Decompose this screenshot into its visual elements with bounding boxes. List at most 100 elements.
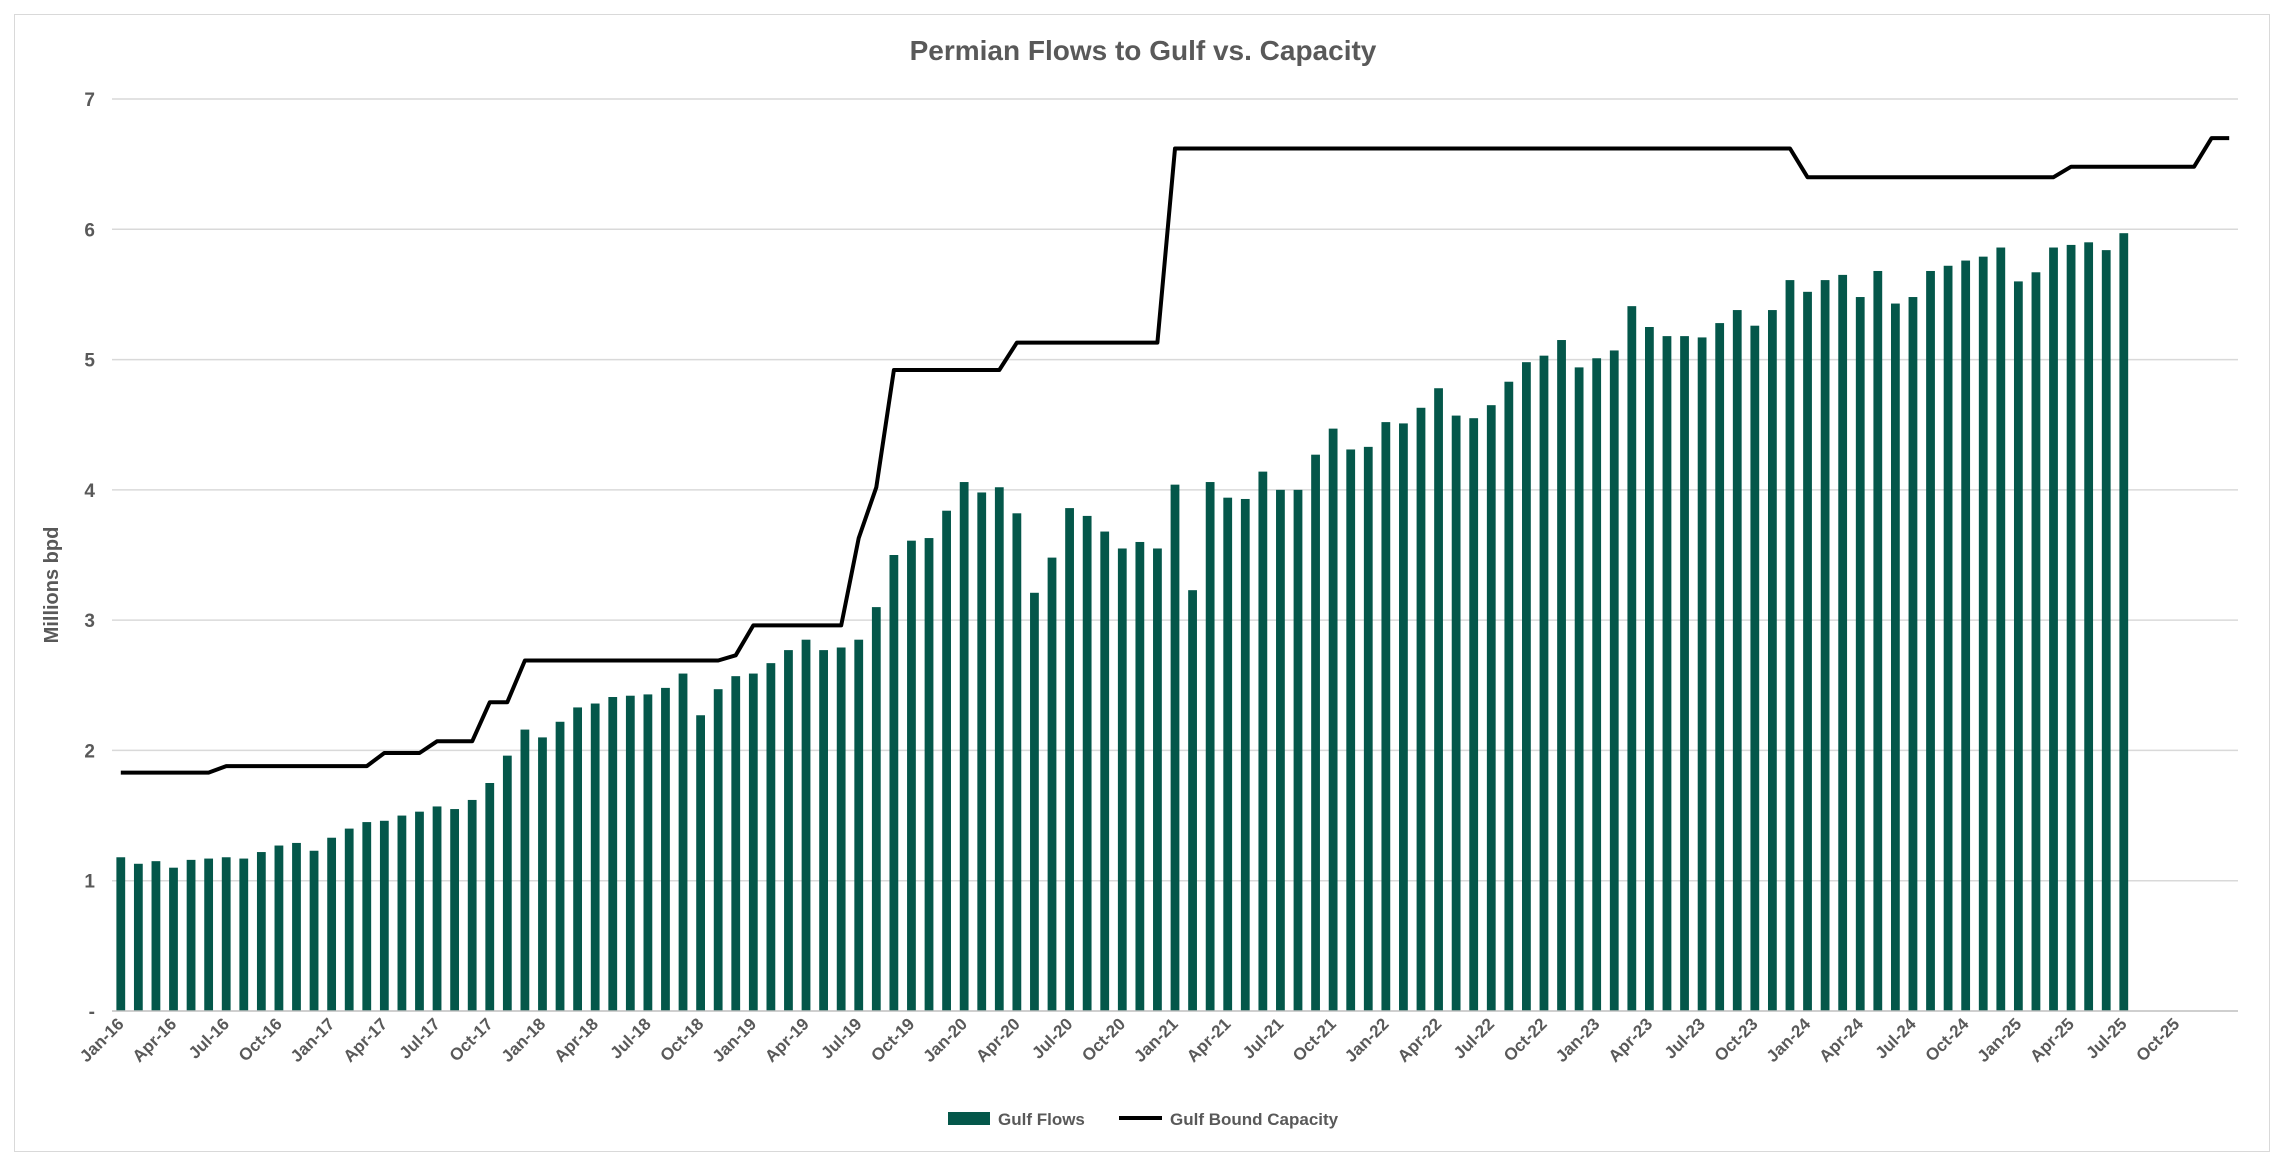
bar-gulf-flows (1311, 454, 1320, 1011)
x-tick-label: Oct-19 (867, 1014, 918, 1065)
bar-gulf-flows (1486, 405, 1496, 1012)
x-tick-label: Jul-23 (1661, 1014, 1709, 1062)
bar-gulf-flows (661, 687, 670, 1011)
bar-gulf-flows (1205, 482, 1215, 1011)
x-tick-label: Jan-19 (709, 1014, 761, 1066)
x-tick-label: Oct-21 (1289, 1014, 1340, 1065)
bar-gulf-flows (362, 822, 372, 1011)
bar-gulf-flows (344, 828, 354, 1011)
bar-gulf-flows (1469, 418, 1479, 1011)
y-tick-label: 2 (84, 741, 95, 762)
bar-gulf-flows (801, 639, 811, 1011)
bar-gulf-flows (450, 809, 460, 1011)
x-tick-label: Oct-25 (2132, 1014, 2183, 1065)
x-tick-label: Oct-23 (1711, 1014, 1762, 1065)
y-tick-label: 5 (84, 351, 95, 372)
x-tick-label: Jul-20 (1028, 1014, 1076, 1062)
bar-gulf-flows (1574, 367, 1584, 1012)
bar-gulf-flows (573, 707, 583, 1011)
bar-gulf-flows (309, 850, 319, 1011)
y-tick-label: 4 (84, 481, 95, 502)
gulf-bound-capacity-line (120, 136, 2230, 775)
bar-gulf-flows (1978, 256, 1988, 1011)
bar-gulf-flows (1732, 310, 1742, 1011)
bar-gulf-flows (1715, 323, 1725, 1011)
x-tick-label: Apr-19 (761, 1014, 813, 1066)
bar-gulf-flows (1890, 303, 1900, 1011)
bar-gulf-flows (379, 820, 389, 1011)
x-tick-label: Oct-24 (1922, 1014, 1973, 1065)
bar-gulf-flows (1820, 280, 1830, 1011)
x-tick-label: Jul-24 (1872, 1014, 1921, 1063)
legend: Gulf Flows Gulf Bound Capacity (948, 1110, 1339, 1129)
x-tick-label: Jan-20 (919, 1014, 971, 1066)
bar-gulf-flows (1767, 310, 1777, 1011)
bar-gulf-flows (169, 867, 178, 1011)
bar-gulf-flows (1557, 340, 1566, 1011)
x-tick-label: Jul-21 (1239, 1014, 1287, 1062)
bar-gulf-flows (1996, 247, 2006, 1012)
bar-gulf-flows (1363, 446, 1373, 1011)
bar-gulf-flows (1926, 270, 1935, 1011)
x-tick-label: Apr-22 (1394, 1014, 1446, 1066)
bar-gulf-flows (1592, 358, 1602, 1012)
bar-gulf-flows (415, 811, 424, 1011)
x-tick-label: Jan-21 (1130, 1014, 1182, 1066)
y-axis-label: Millions bpd (41, 527, 63, 644)
bar-gulf-flows (1012, 513, 1022, 1011)
bar-gulf-flows (1504, 381, 1514, 1012)
bar-gulf-flows (221, 857, 231, 1011)
bar-gulf-flows (1223, 497, 1233, 1011)
bar-gulf-flows (643, 694, 653, 1011)
bar-gulf-flows (784, 650, 793, 1011)
bar-gulf-flows (1293, 489, 1303, 1011)
gulf-flows-bars (116, 233, 2129, 1012)
x-tick-label: Apr-23 (1605, 1014, 1657, 1066)
bar-gulf-flows (1258, 471, 1268, 1011)
bar-gulf-flows (942, 510, 951, 1011)
bar-gulf-flows (2084, 242, 2094, 1012)
bar-gulf-flows (1346, 449, 1356, 1011)
bar-gulf-flows (977, 492, 987, 1011)
bar-gulf-flows (2101, 250, 2111, 1012)
bar-gulf-flows (1451, 415, 1461, 1011)
bar-gulf-flows (2031, 272, 2041, 1011)
bar-gulf-flows (432, 806, 442, 1011)
bar-gulf-flows (538, 737, 547, 1011)
bar-gulf-flows (1750, 325, 1760, 1011)
x-tick-label: Jan-25 (1974, 1014, 2026, 1066)
bar-gulf-flows (1609, 350, 1619, 1011)
y-tick-label: 3 (84, 611, 95, 632)
x-tick-label: Oct-20 (1078, 1014, 1129, 1065)
bar-gulf-flows (256, 852, 266, 1011)
gridlines (112, 98, 2238, 882)
bar-gulf-flows (520, 729, 530, 1011)
bar-gulf-flows (1680, 336, 1689, 1011)
bar-gulf-flows (1522, 362, 1531, 1012)
bar-gulf-flows (889, 555, 899, 1011)
legend-label-gulf-bound-capacity: Gulf Bound Capacity (1170, 1110, 1339, 1129)
bar-gulf-flows (696, 715, 705, 1011)
bar-gulf-flows (1645, 327, 1654, 1011)
bar-gulf-flows (924, 538, 934, 1011)
y-axis-ticks: - 1 2 3 4 5 6 7 (84, 90, 95, 1023)
bar-gulf-flows (1697, 337, 1707, 1011)
x-tick-label: Jan-17 (287, 1014, 339, 1066)
bar-gulf-flows (239, 858, 249, 1011)
bar-gulf-flows (590, 703, 600, 1011)
x-tick-label: Apr-18 (551, 1014, 603, 1066)
bar-gulf-flows (1785, 280, 1795, 1011)
bar-gulf-flows (1117, 548, 1127, 1011)
bar-gulf-flows (555, 721, 565, 1011)
bar-gulf-flows (994, 487, 1004, 1011)
bar-gulf-flows (1873, 270, 1883, 1011)
bar-gulf-flows (274, 845, 284, 1011)
x-tick-label: Jul-18 (607, 1014, 655, 1062)
bar-gulf-flows (327, 837, 337, 1011)
bar-gulf-flows (1188, 590, 1197, 1011)
bar-gulf-flows (836, 647, 846, 1011)
bar-gulf-flows (1838, 274, 1848, 1011)
bar-gulf-flows (186, 859, 196, 1011)
bar-gulf-flows (1047, 557, 1057, 1011)
x-tick-label: Jan-24 (1763, 1014, 1815, 1066)
